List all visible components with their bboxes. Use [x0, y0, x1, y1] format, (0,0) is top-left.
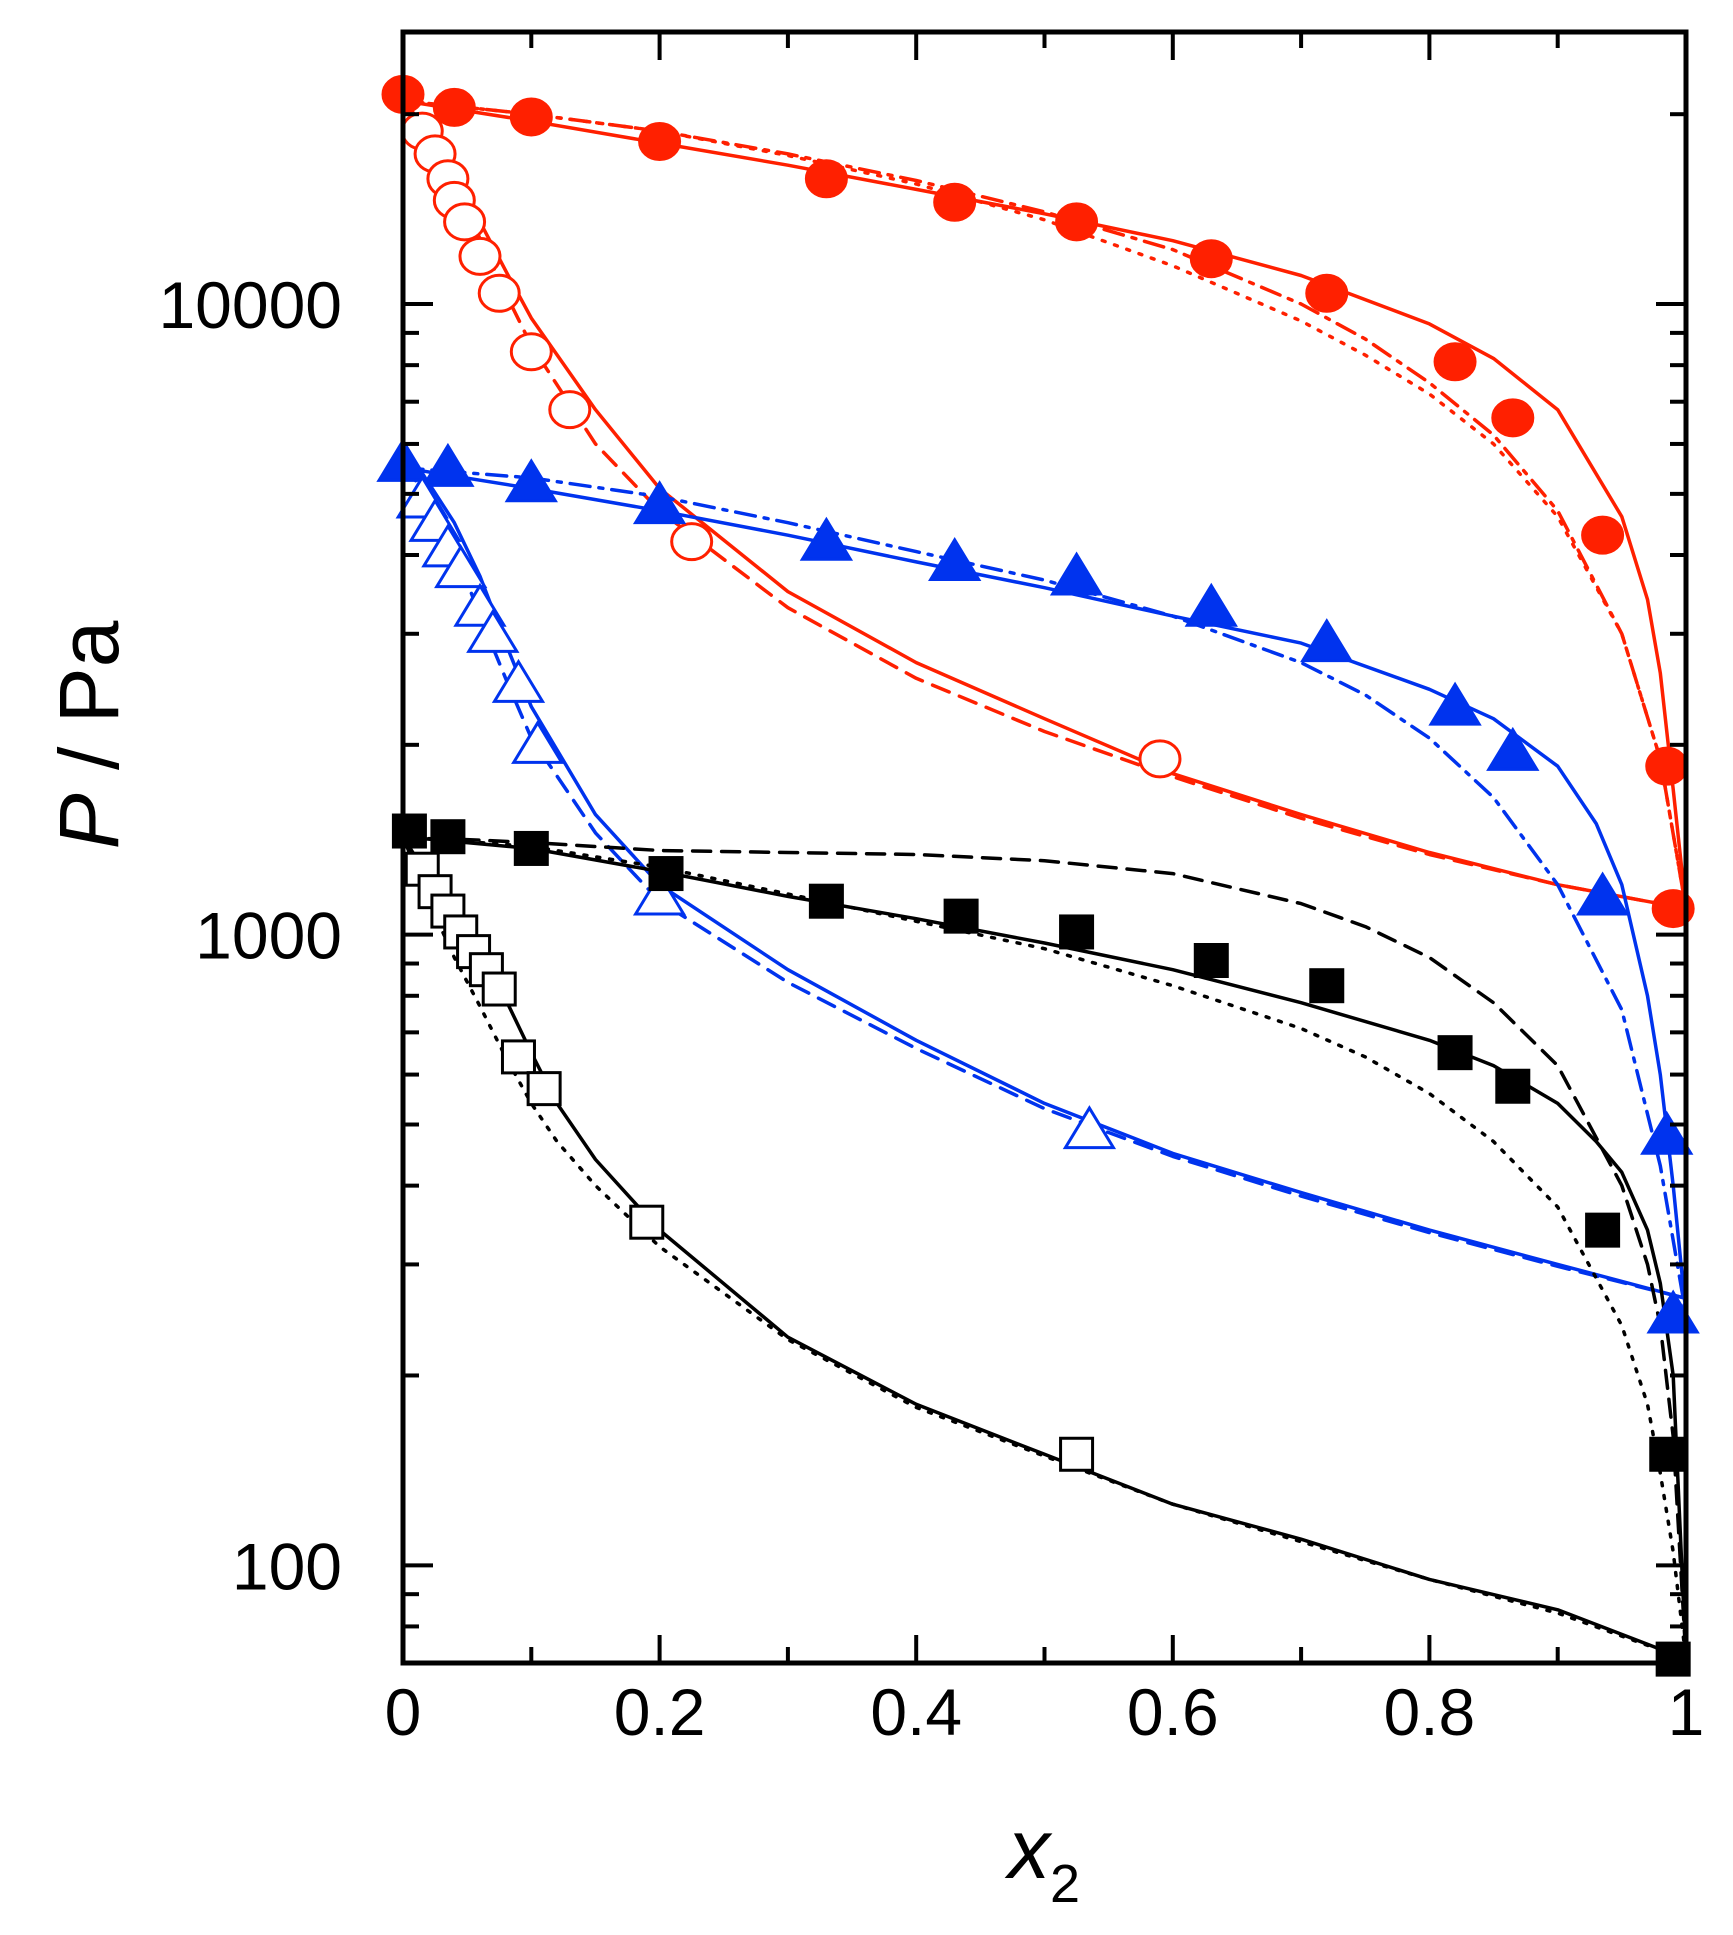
point-black-bubble	[1495, 1068, 1531, 1104]
point-red-bubble	[509, 97, 553, 137]
point-red-bubble	[638, 122, 682, 162]
point-red-dew	[1138, 739, 1182, 779]
point-blue-bubble	[1575, 871, 1630, 916]
point-black-dew	[1059, 1436, 1095, 1472]
y-tick-label: 10000	[158, 268, 342, 342]
point-red-dew	[670, 522, 714, 562]
tick-labels: 0 0.2 0.4 0.6 0.8 1 100 1000 10000	[158, 268, 1704, 1749]
point-black-bubble	[430, 819, 466, 855]
point-blue-dew	[434, 544, 488, 589]
curve-black-dashed-upper	[401, 834, 1688, 1661]
curve-red-dashed-lower	[401, 99, 1688, 911]
point-black-bubble	[1193, 943, 1229, 979]
point-black-dew	[500, 1039, 536, 1075]
point-black-dew	[481, 971, 517, 1007]
point-red-bubble	[1189, 239, 1233, 279]
point-red-bubble	[1055, 202, 1099, 242]
fit-curves	[401, 99, 1688, 1661]
point-black-dew	[526, 1071, 562, 1107]
point-red-bubble	[1305, 273, 1349, 313]
curve-blue-solid-lower	[401, 466, 1688, 1301]
point-blue-bubble	[1640, 1110, 1694, 1155]
x-tick-label: 0.8	[1384, 1675, 1476, 1749]
point-red-dew	[509, 332, 553, 372]
curve-blue-solid-upper	[401, 466, 1688, 1317]
point-blue-bubble	[504, 458, 558, 503]
data-markers	[376, 74, 1700, 1677]
point-red-bubble	[1433, 342, 1477, 382]
point-black-bubble	[1059, 914, 1095, 950]
x-tick-label: 1	[1668, 1675, 1705, 1749]
point-blue-bubble	[799, 516, 854, 561]
point-blue-dew	[632, 871, 687, 916]
x-tick-label: 0.6	[1127, 1675, 1219, 1749]
curve-black-dotted-upper	[401, 834, 1688, 1661]
x-axis-title: x2	[1004, 1802, 1080, 1914]
point-black-bubble	[943, 898, 979, 934]
point-red-bubble	[1651, 889, 1695, 929]
point-blue-bubble	[1184, 582, 1238, 627]
point-blue-bubble	[1486, 726, 1540, 771]
curve-red-dashdot-upper	[401, 99, 1688, 911]
point-black-bubble	[513, 830, 549, 866]
point-black-bubble	[1585, 1212, 1621, 1248]
point-blue-bubble	[928, 537, 982, 582]
point-red-bubble	[432, 87, 476, 127]
point-blue-dew	[511, 719, 565, 764]
point-red-bubble	[1645, 746, 1689, 786]
curve-red-solid-lower	[401, 99, 1688, 911]
point-blue-dew	[491, 658, 546, 703]
point-blue-dew	[466, 608, 520, 653]
curve-blue-dashed-lower	[401, 466, 1688, 1301]
point-red-dew	[458, 236, 502, 276]
ticks	[401, 32, 1688, 1665]
point-black-bubble	[1437, 1035, 1473, 1071]
y-axis-title: P / Pa	[42, 620, 136, 849]
point-black-bubble	[808, 883, 844, 919]
curve-red-solid-upper	[401, 99, 1688, 911]
point-red-bubble	[804, 159, 848, 199]
point-black-bubble	[648, 856, 684, 892]
point-black-bubble	[1649, 1436, 1685, 1472]
point-red-dew	[443, 202, 487, 242]
point-red-bubble	[1491, 398, 1535, 438]
x-axis-title-subscript: 2	[1050, 1854, 1080, 1914]
point-blue-bubble	[1300, 618, 1354, 663]
point-red-bubble	[1581, 515, 1625, 555]
point-blue-bubble	[1049, 551, 1104, 596]
point-red-dew	[477, 273, 521, 313]
curve-red-dotted-upper	[401, 99, 1688, 911]
curve-blue-dashdot-upper	[401, 466, 1688, 1317]
curve-black-dotted-lower	[401, 834, 1688, 1661]
point-blue-dew	[1062, 1105, 1117, 1150]
point-black-dew	[629, 1204, 665, 1240]
x-tick-label: 0.2	[614, 1675, 706, 1749]
curve-black-solid-upper	[401, 834, 1688, 1661]
x-tick-label: 0	[385, 1675, 422, 1749]
x-tick-label: 0.4	[870, 1675, 962, 1749]
point-black-bubble	[1309, 968, 1345, 1004]
point-blue-bubble	[1428, 681, 1482, 726]
y-tick-label: 1000	[195, 899, 342, 973]
point-red-dew	[548, 390, 592, 430]
point-blue-bubble	[421, 442, 475, 487]
point-blue-bubble	[632, 480, 687, 525]
y-tick-label: 100	[232, 1529, 342, 1603]
point-red-bubble	[933, 182, 977, 222]
point-black-bubble	[391, 813, 427, 849]
